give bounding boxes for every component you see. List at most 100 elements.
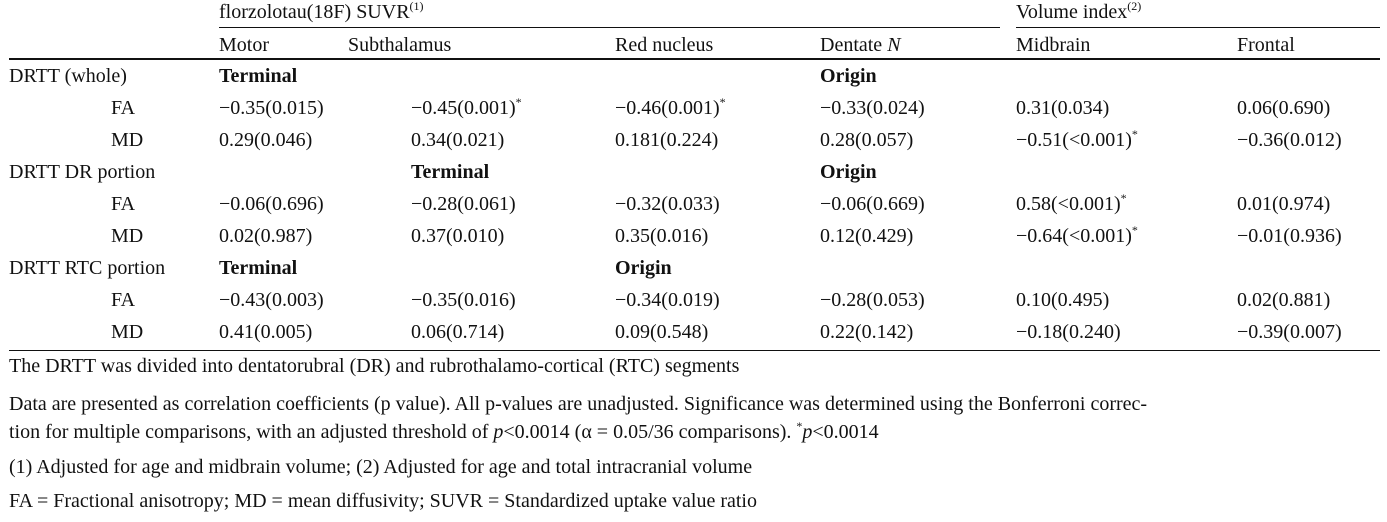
table-cell: 0.28(0.057) — [820, 128, 913, 152]
table-cell: 0.01(0.974) — [1237, 192, 1330, 216]
cell-value: 0.01(0.974) — [1237, 193, 1331, 215]
cell-value: −0.45(0.001) — [411, 97, 516, 119]
cell-value: −0.18(0.240) — [1016, 321, 1121, 343]
cell-value: −0.35(0.016) — [411, 289, 516, 311]
col-header-red-nucleus: Red nucleus — [615, 34, 714, 56]
table-cell: 0.22(0.142) — [820, 320, 913, 344]
region-marker: Terminal — [411, 161, 490, 183]
cell-value: 0.02(0.987) — [219, 225, 313, 247]
region-marker: Origin — [820, 65, 877, 87]
table-cell: −0.45(0.001)* — [411, 95, 522, 120]
section-label: DRTT (whole) — [9, 65, 127, 87]
cell-value: −0.33(0.024) — [820, 97, 925, 119]
col-header-subthalamus: Subthalamus — [348, 34, 452, 56]
table-cell: 0.34(0.021) — [411, 128, 504, 152]
table-cell: −0.39(0.007) — [1237, 320, 1342, 344]
table-cell: −0.51(<0.001)* — [1016, 127, 1138, 152]
table-cell: 0.09(0.548) — [615, 320, 708, 344]
table-cell: 0.181(0.224) — [615, 128, 718, 152]
table-cell: −0.33(0.024) — [820, 96, 925, 120]
significance-marker: * — [1131, 223, 1138, 237]
cell-value: 0.09(0.548) — [615, 321, 709, 343]
col-header-midbrain: Midbrain — [1016, 34, 1091, 56]
table-cell: −0.32(0.033) — [615, 192, 720, 216]
table-cell: 0.37(0.010) — [411, 224, 504, 248]
region-marker: Terminal — [219, 257, 298, 279]
col-header-motor: Motor — [219, 34, 269, 56]
metric-label: MD — [111, 321, 144, 343]
table-cell: 0.02(0.987) — [219, 224, 312, 248]
significance-marker: * — [1120, 191, 1127, 205]
table-cell: −0.35(0.016) — [411, 288, 516, 312]
table-cell: −0.46(0.001)* — [615, 95, 726, 120]
cell-value: 0.02(0.881) — [1237, 289, 1331, 311]
cell-value: −0.46(0.001) — [615, 97, 720, 119]
note-adjustments: (1) Adjusted for age and midbrain volume… — [9, 456, 753, 478]
table-cell: −0.34(0.019) — [615, 288, 720, 312]
col-header-dentate: Dentate N — [820, 34, 901, 56]
cell-value: −0.32(0.033) — [615, 193, 720, 215]
cell-value: 0.35(0.016) — [615, 225, 709, 247]
note-abbreviations: FA = Fractional anisotropy; MD = mean di… — [9, 490, 757, 512]
cell-value: −0.51(<0.001) — [1016, 129, 1132, 151]
cell-value: 0.58(<0.001) — [1016, 193, 1121, 215]
group-rule-suvr — [219, 27, 1000, 28]
table-cell: −0.01(0.936) — [1237, 224, 1342, 248]
table-cell: −0.18(0.240) — [1016, 320, 1121, 344]
table-cell: 0.58(<0.001)* — [1016, 191, 1127, 216]
cell-value: −0.39(0.007) — [1237, 321, 1342, 343]
region-marker: Origin — [615, 257, 672, 279]
region-marker: Origin — [820, 161, 877, 183]
cell-value: 0.06(0.690) — [1237, 97, 1331, 119]
cell-value: −0.06(0.669) — [820, 193, 925, 215]
significance-marker: * — [719, 95, 726, 109]
table-cell: 0.02(0.881) — [1237, 288, 1330, 312]
group-header-volume: Volume index(2) — [1016, 0, 1142, 23]
table-cell: 0.06(0.690) — [1237, 96, 1330, 120]
table-cell: 0.31(0.034) — [1016, 96, 1109, 120]
cell-value: 0.10(0.495) — [1016, 289, 1110, 311]
section-label: DRTT DR portion — [9, 161, 156, 183]
cell-value: 0.22(0.142) — [820, 321, 914, 343]
table-cell: −0.64(<0.001)* — [1016, 223, 1138, 248]
cell-value: −0.36(0.012) — [1237, 129, 1342, 151]
cell-value: 0.34(0.021) — [411, 129, 505, 151]
table-cell: −0.43(0.003) — [219, 288, 324, 312]
table-cell: 0.10(0.495) — [1016, 288, 1109, 312]
cell-value: −0.35(0.015) — [219, 97, 324, 119]
cell-value: 0.31(0.034) — [1016, 97, 1110, 119]
metric-label: MD — [111, 225, 144, 247]
cell-value: 0.12(0.429) — [820, 225, 914, 247]
table-cell: −0.28(0.053) — [820, 288, 925, 312]
metric-label: FA — [111, 193, 136, 215]
table-cell: 0.06(0.714) — [411, 320, 504, 344]
cell-value: 0.06(0.714) — [411, 321, 505, 343]
table-bottom-rule — [9, 350, 1380, 351]
table-cell: 0.29(0.046) — [219, 128, 312, 152]
cell-value: 0.29(0.046) — [219, 129, 313, 151]
table-cell: 0.35(0.016) — [615, 224, 708, 248]
col-header-frontal: Frontal — [1237, 34, 1295, 56]
region-marker: Terminal — [219, 65, 298, 87]
table-cell: 0.41(0.005) — [219, 320, 312, 344]
table-cell: −0.06(0.669) — [820, 192, 925, 216]
metric-label: FA — [111, 289, 136, 311]
cell-value: −0.64(<0.001) — [1016, 225, 1132, 247]
cell-value: −0.06(0.696) — [219, 193, 324, 215]
cell-value: 0.37(0.010) — [411, 225, 505, 247]
significance-marker: * — [515, 95, 522, 109]
metric-label: FA — [111, 97, 136, 119]
cell-value: 0.181(0.224) — [615, 129, 719, 151]
cell-value: −0.34(0.019) — [615, 289, 720, 311]
cell-value: −0.01(0.936) — [1237, 225, 1342, 247]
group-rule-volume — [1016, 27, 1380, 28]
significance-marker: * — [1131, 127, 1138, 141]
table-cell: −0.06(0.696) — [219, 192, 324, 216]
section-label: DRTT RTC portion — [9, 257, 166, 279]
note-statistics: Data are presented as correlation coeffi… — [9, 393, 1148, 443]
group-header-suvr: florzolotau(18F) SUVR(1) — [219, 0, 424, 23]
note-segments: The DRTT was divided into dentatorubral … — [9, 355, 740, 377]
cell-value: −0.43(0.003) — [219, 289, 324, 311]
cell-value: 0.28(0.057) — [820, 129, 914, 151]
metric-label: MD — [111, 129, 144, 151]
